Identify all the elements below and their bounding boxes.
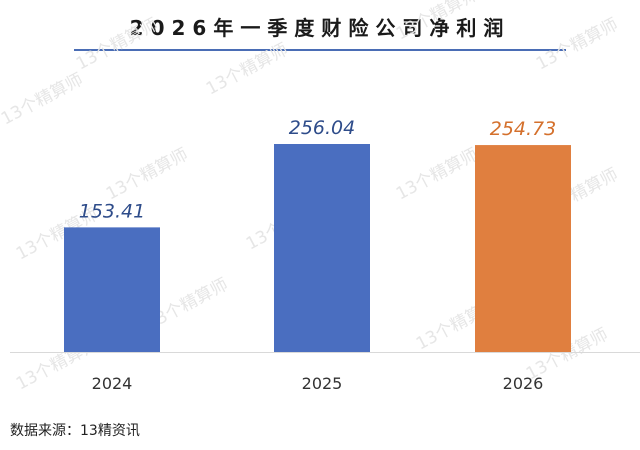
watermark-text: 13个精算师 [393,145,482,205]
watermark-text: 13个精算师 [73,15,162,75]
chart-title: 2026年一季度财险公司净利润 [129,16,511,40]
bar-2026 [475,145,571,352]
watermark-text: 13个精算师 [393,0,482,44]
data-labels: 153.41 256.04 254.73 [79,117,556,222]
bar-2025 [274,144,370,352]
x-tick-2025: 2025 [302,374,343,393]
watermark-text: 13个精算师 [533,15,622,75]
watermark-text: 13个精算师 [103,145,192,205]
bar-2024 [64,227,160,352]
x-tick-2024: 2024 [92,374,133,393]
x-axis-ticks: 2024 2025 2026 [92,374,544,393]
watermark-text: 13个精算师 [0,70,86,130]
x-tick-2026: 2026 [503,374,544,393]
source-note: 数据来源：13精资讯 [10,423,140,439]
value-label-2025: 256.04 [289,117,355,139]
bars [64,144,571,352]
value-label-2026: 254.73 [490,118,556,140]
watermark-text: 13个精算师 [203,40,292,100]
title-underline [74,49,566,51]
value-label-2024: 153.41 [79,200,145,222]
